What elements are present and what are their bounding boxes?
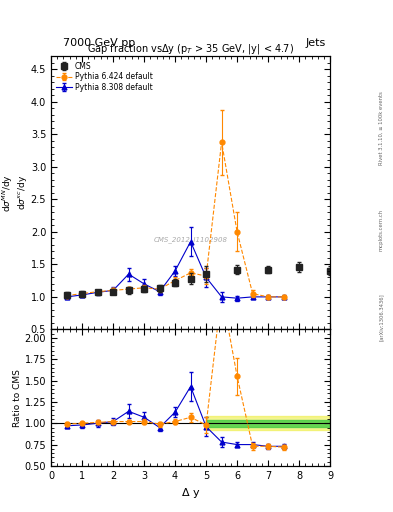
Text: CMS_2012_I1102908: CMS_2012_I1102908 <box>154 236 228 243</box>
Text: 7000 GeV pp: 7000 GeV pp <box>63 38 135 49</box>
Legend: CMS, Pythia 6.424 default, Pythia 8.308 default: CMS, Pythia 6.424 default, Pythia 8.308 … <box>55 60 154 93</box>
Title: Gap fraction vs$\Delta$y (p$_T$ > 35 GeV, |y| < 4.7): Gap fraction vs$\Delta$y (p$_T$ > 35 GeV… <box>87 42 294 56</box>
Text: Jets: Jets <box>306 38 326 49</box>
Y-axis label: Ratio to CMS: Ratio to CMS <box>13 369 22 426</box>
Text: Rivet 3.1.10, ≥ 100k events: Rivet 3.1.10, ≥ 100k events <box>379 91 384 165</box>
Y-axis label: d$\sigma^{MN}$/dy
d$\sigma^{xc}$/dy: d$\sigma^{MN}$/dy d$\sigma^{xc}$/dy <box>0 174 29 212</box>
Text: [arXiv:1306.3436]: [arXiv:1306.3436] <box>379 293 384 342</box>
X-axis label: $\Delta$ y: $\Delta$ y <box>181 486 200 500</box>
Text: mcplots.cern.ch: mcplots.cern.ch <box>379 209 384 251</box>
